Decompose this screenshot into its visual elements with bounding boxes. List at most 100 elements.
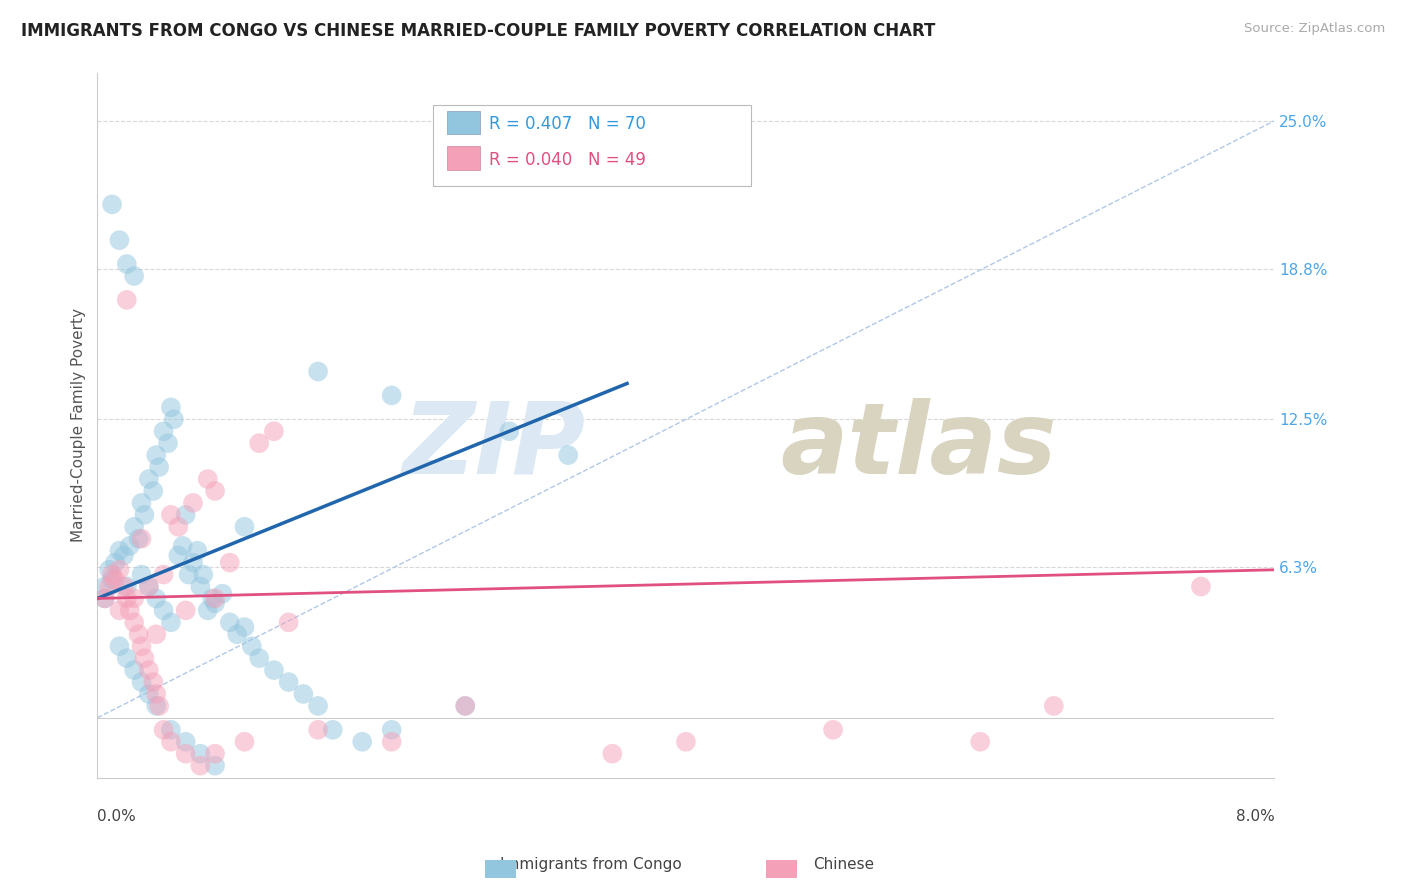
- Point: [823, 723, 845, 737]
- Point: [233, 620, 256, 634]
- Point: [138, 663, 160, 677]
- Point: [263, 663, 285, 677]
- Point: [108, 563, 131, 577]
- FancyBboxPatch shape: [447, 145, 479, 169]
- Text: R = 0.040   N = 49: R = 0.040 N = 49: [489, 151, 647, 169]
- Point: [131, 532, 153, 546]
- Point: [454, 698, 477, 713]
- Point: [204, 747, 226, 761]
- Point: [152, 723, 174, 737]
- Point: [101, 567, 124, 582]
- Point: [193, 567, 215, 582]
- Point: [969, 735, 991, 749]
- Point: [160, 401, 183, 415]
- Text: 8.0%: 8.0%: [1236, 809, 1274, 824]
- Point: [160, 508, 183, 522]
- Point: [181, 556, 204, 570]
- Point: [557, 448, 579, 462]
- Point: [115, 580, 138, 594]
- Point: [188, 747, 211, 761]
- Point: [131, 675, 153, 690]
- Point: [240, 639, 263, 653]
- Point: [201, 591, 224, 606]
- Point: [131, 567, 153, 582]
- Point: [204, 591, 226, 606]
- Point: [108, 233, 131, 247]
- Point: [226, 627, 249, 641]
- Point: [186, 543, 208, 558]
- Point: [131, 496, 153, 510]
- Point: [247, 436, 270, 450]
- Point: [108, 639, 131, 653]
- Point: [122, 663, 145, 677]
- FancyBboxPatch shape: [433, 104, 751, 186]
- Point: [115, 651, 138, 665]
- Point: [204, 758, 226, 772]
- Point: [145, 687, 167, 701]
- Point: [108, 603, 131, 617]
- Point: [204, 596, 226, 610]
- Point: [1189, 580, 1212, 594]
- Point: [156, 436, 179, 450]
- Point: [98, 563, 121, 577]
- Point: [104, 556, 127, 570]
- Point: [131, 639, 153, 653]
- Point: [263, 424, 285, 438]
- Text: R = 0.407   N = 70: R = 0.407 N = 70: [489, 115, 647, 134]
- Point: [163, 412, 186, 426]
- Point: [211, 587, 233, 601]
- Point: [104, 572, 127, 586]
- Point: [93, 580, 115, 594]
- Point: [145, 591, 167, 606]
- Point: [160, 735, 183, 749]
- Text: Chinese: Chinese: [813, 857, 875, 872]
- Point: [93, 591, 115, 606]
- Point: [138, 580, 160, 594]
- Point: [152, 567, 174, 582]
- Point: [134, 508, 156, 522]
- Point: [174, 747, 197, 761]
- FancyBboxPatch shape: [447, 111, 479, 135]
- Point: [174, 735, 197, 749]
- Point: [602, 747, 624, 761]
- Point: [128, 532, 150, 546]
- Point: [115, 293, 138, 307]
- Point: [247, 651, 270, 665]
- Point: [167, 520, 190, 534]
- Point: [197, 603, 219, 617]
- Text: Source: ZipAtlas.com: Source: ZipAtlas.com: [1244, 22, 1385, 36]
- Point: [174, 508, 197, 522]
- Point: [118, 539, 141, 553]
- Point: [145, 627, 167, 641]
- Point: [101, 197, 124, 211]
- Point: [152, 424, 174, 438]
- Point: [218, 556, 240, 570]
- Point: [145, 698, 167, 713]
- Point: [138, 580, 160, 594]
- Point: [322, 723, 344, 737]
- Point: [233, 735, 256, 749]
- Point: [101, 572, 124, 586]
- Point: [148, 460, 170, 475]
- Point: [108, 543, 131, 558]
- Point: [138, 687, 160, 701]
- Point: [172, 539, 194, 553]
- Text: 0.0%: 0.0%: [97, 809, 136, 824]
- Point: [218, 615, 240, 630]
- Point: [160, 723, 183, 737]
- Point: [307, 698, 329, 713]
- Text: ZIP: ZIP: [404, 398, 586, 495]
- Point: [138, 472, 160, 486]
- Point: [174, 603, 197, 617]
- Point: [122, 591, 145, 606]
- Point: [381, 735, 404, 749]
- Point: [112, 549, 135, 563]
- Point: [1042, 698, 1064, 713]
- Point: [277, 675, 299, 690]
- Point: [142, 675, 165, 690]
- Point: [148, 698, 170, 713]
- Point: [181, 496, 204, 510]
- Point: [188, 580, 211, 594]
- Point: [112, 580, 135, 594]
- Point: [233, 520, 256, 534]
